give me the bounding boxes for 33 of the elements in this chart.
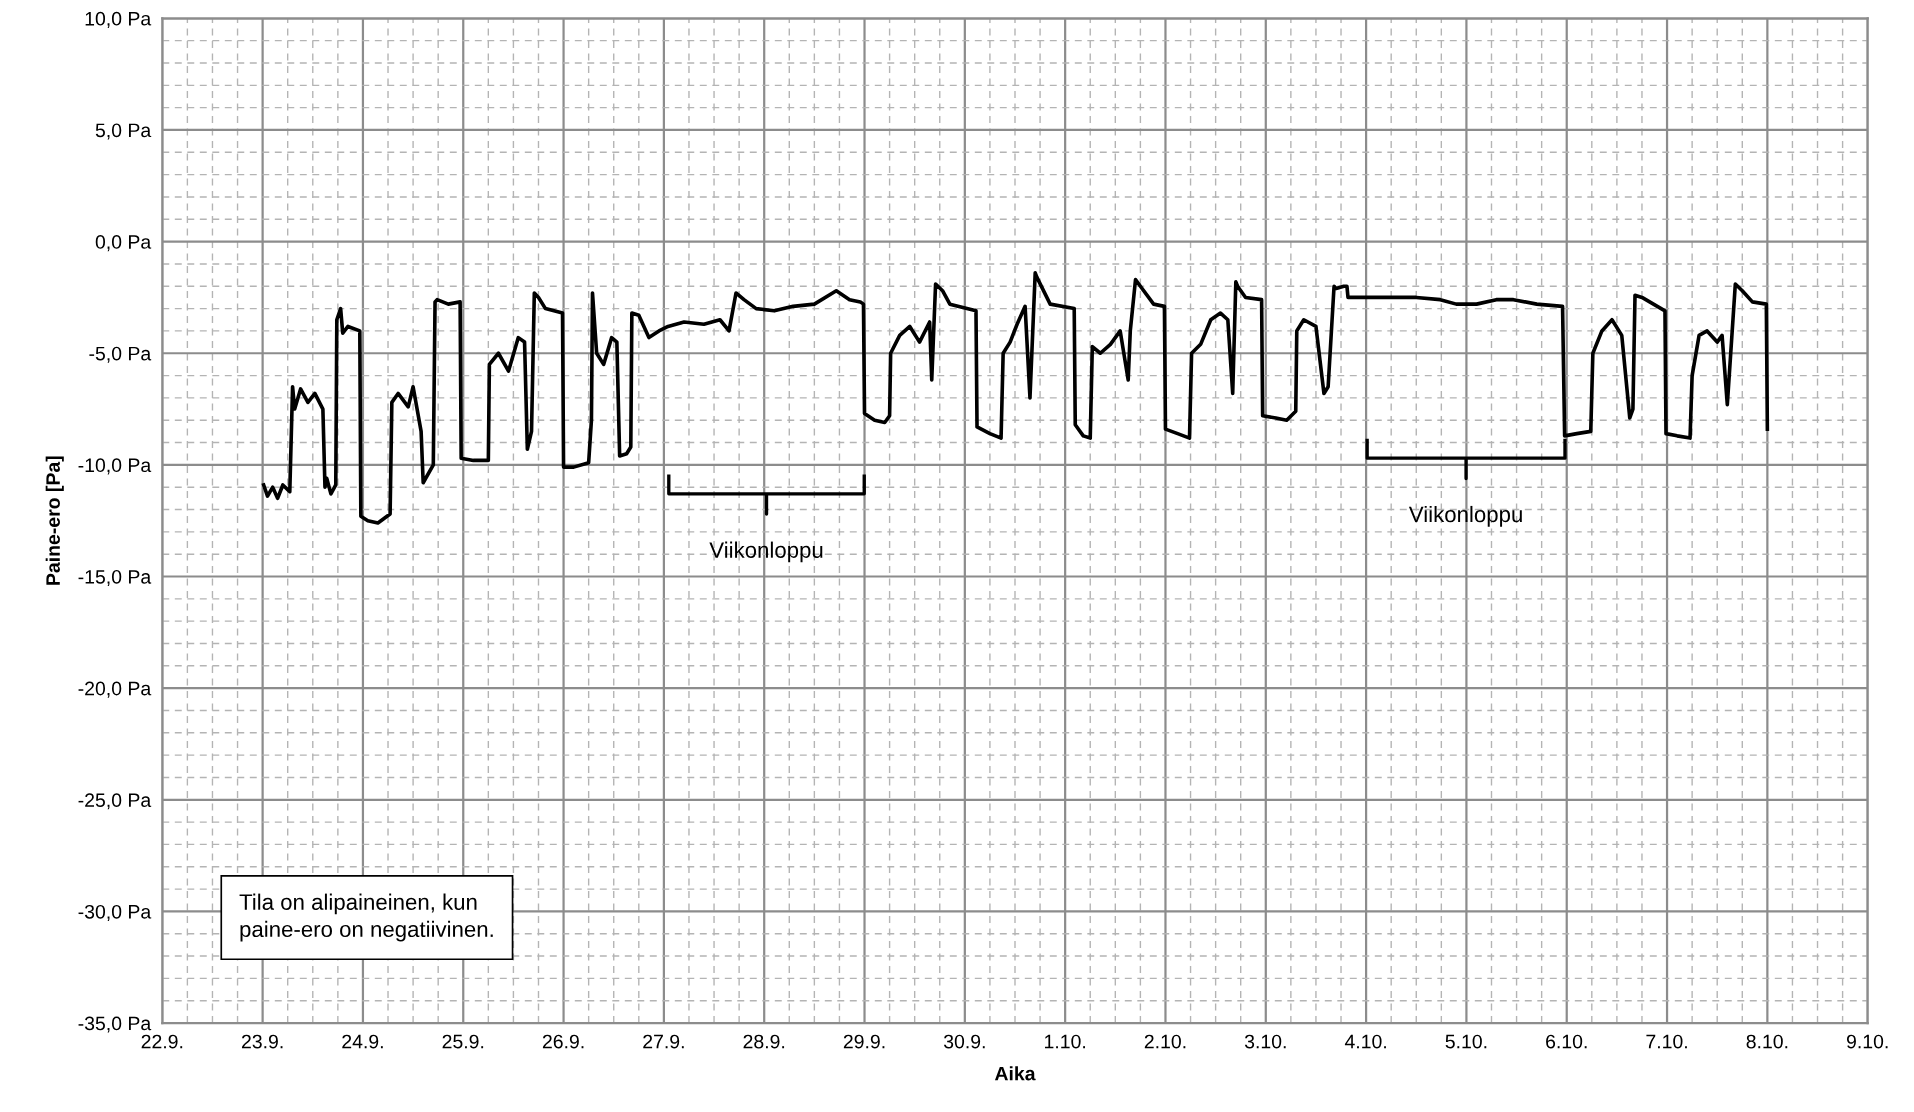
- x-tick-label: 25.9.: [442, 1034, 484, 1049]
- annotation: Viikonloppu: [709, 541, 823, 563]
- y-tick-label: -30,0 Pa: [78, 904, 152, 921]
- x-tick-label: 2.10.: [1144, 1034, 1186, 1049]
- x-tick-label: 23.9.: [241, 1034, 283, 1049]
- annotation: Viikonloppu: [1408, 505, 1522, 527]
- x-axis-title: Aika: [994, 1066, 1036, 1081]
- y-axis-title: Paine-ero [Pa]: [45, 456, 64, 585]
- x-tick-label: 6.10.: [1546, 1034, 1587, 1049]
- x-tick-label: 5.10.: [1445, 1034, 1487, 1049]
- x-tick-label: 22.9.: [141, 1034, 183, 1049]
- y-tick-label: -25,0 Pa: [78, 793, 152, 810]
- y-tick-label: 0,0 Pa: [95, 235, 152, 252]
- y-tick-label: 5,0 Pa: [95, 123, 152, 140]
- annotation: Tila on alipaineinen, kun paine-ero on negatiivinen.: [239, 893, 493, 942]
- x-tick-label: 28.9.: [743, 1034, 785, 1049]
- x-tick-label: 24.9.: [342, 1034, 383, 1049]
- y-tick-label: -10,0 Pa: [78, 458, 152, 475]
- x-tick-label: 26.9.: [542, 1034, 584, 1049]
- y-tick-label: 10,0 Pa: [85, 11, 152, 28]
- y-tick-label: -35,0 Pa: [78, 1016, 152, 1033]
- x-tick-label: 9.10.: [1846, 1034, 1888, 1049]
- x-tick-label: 29.9.: [843, 1034, 885, 1049]
- y-tick-label: -5,0 Pa: [89, 346, 152, 363]
- y-tick-label: -15,0 Pa: [78, 569, 152, 587]
- y-tick-label: -20,0 Pa: [78, 681, 152, 698]
- x-tick-label: 27.9.: [643, 1034, 684, 1049]
- x-tick-label: 4.10.: [1344, 1034, 1386, 1049]
- x-tick-label: 30.9.: [943, 1034, 985, 1049]
- x-tick-label: 3.10.: [1244, 1034, 1286, 1049]
- x-tick-label: 8.10.: [1746, 1034, 1788, 1049]
- x-tick-label: 7.10.: [1646, 1034, 1687, 1049]
- x-tick-label: 1.10.: [1045, 1034, 1085, 1049]
